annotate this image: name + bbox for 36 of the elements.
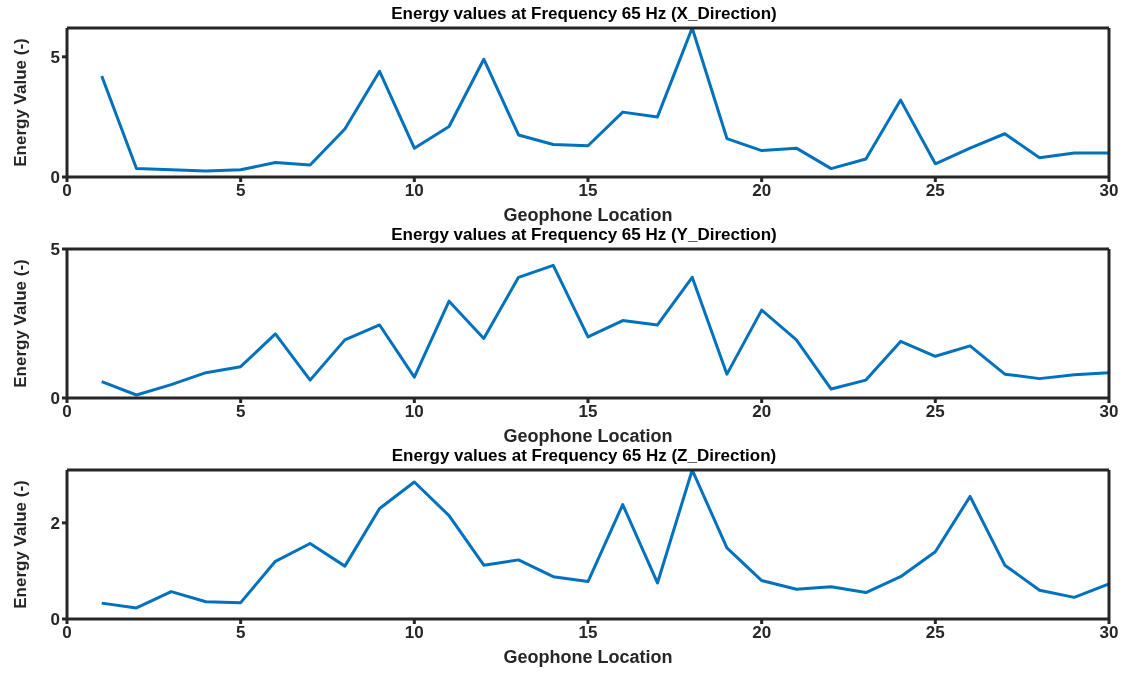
line-series [100, 263, 1109, 397]
x-tick-label: 10 [404, 623, 424, 643]
y-tick-label: 2 [50, 513, 60, 533]
y-tick-label: 5 [50, 47, 60, 67]
y-tick-label: 0 [50, 389, 60, 409]
x-tick-label: 20 [752, 623, 772, 643]
x-axis-title: Geophone Location [503, 205, 673, 225]
y-axis-title: Energy Value (-) [10, 38, 30, 167]
line-series [100, 470, 1109, 610]
x-tick-label: 5 [235, 402, 246, 422]
y-tick-label: 5 [50, 240, 60, 260]
x-tick-label: 30 [1099, 623, 1119, 643]
line-series [100, 28, 1109, 173]
x-tick-label: 30 [1099, 181, 1119, 201]
chart-title: Energy values at Frequency 65 Hz (Z_Direction) [390, 446, 778, 466]
x-tick-label: 5 [235, 181, 246, 201]
x-tick-label: 25 [925, 402, 945, 422]
x-tick-label: 15 [578, 181, 598, 201]
x-axis-title: Geophone Location [503, 426, 673, 446]
chart-title: Energy values at Frequency 65 Hz (X_Direction) [390, 4, 778, 24]
x-tick-label: 20 [752, 402, 772, 422]
y-axis-title: Energy Value (-) [10, 259, 30, 388]
x-tick-label: 10 [404, 402, 424, 422]
x-tick-label: 10 [404, 181, 424, 201]
x-axis-title: Geophone Location [503, 647, 673, 667]
x-tick-label: 20 [752, 181, 772, 201]
x-tick-label: 25 [925, 181, 945, 201]
x-tick-label: 15 [578, 623, 598, 643]
y-tick-label: 0 [50, 168, 60, 188]
chart-title: Energy values at Frequency 65 Hz (Y_Direction) [391, 225, 777, 244]
x-tick-label: 25 [925, 623, 945, 643]
x-tick-label: 30 [1099, 402, 1119, 422]
x-tick-label: 5 [235, 623, 246, 643]
x-tick-label: 15 [578, 402, 598, 422]
y-axis-title: Energy Value (-) [10, 480, 30, 609]
y-tick-label: 0 [50, 610, 60, 630]
